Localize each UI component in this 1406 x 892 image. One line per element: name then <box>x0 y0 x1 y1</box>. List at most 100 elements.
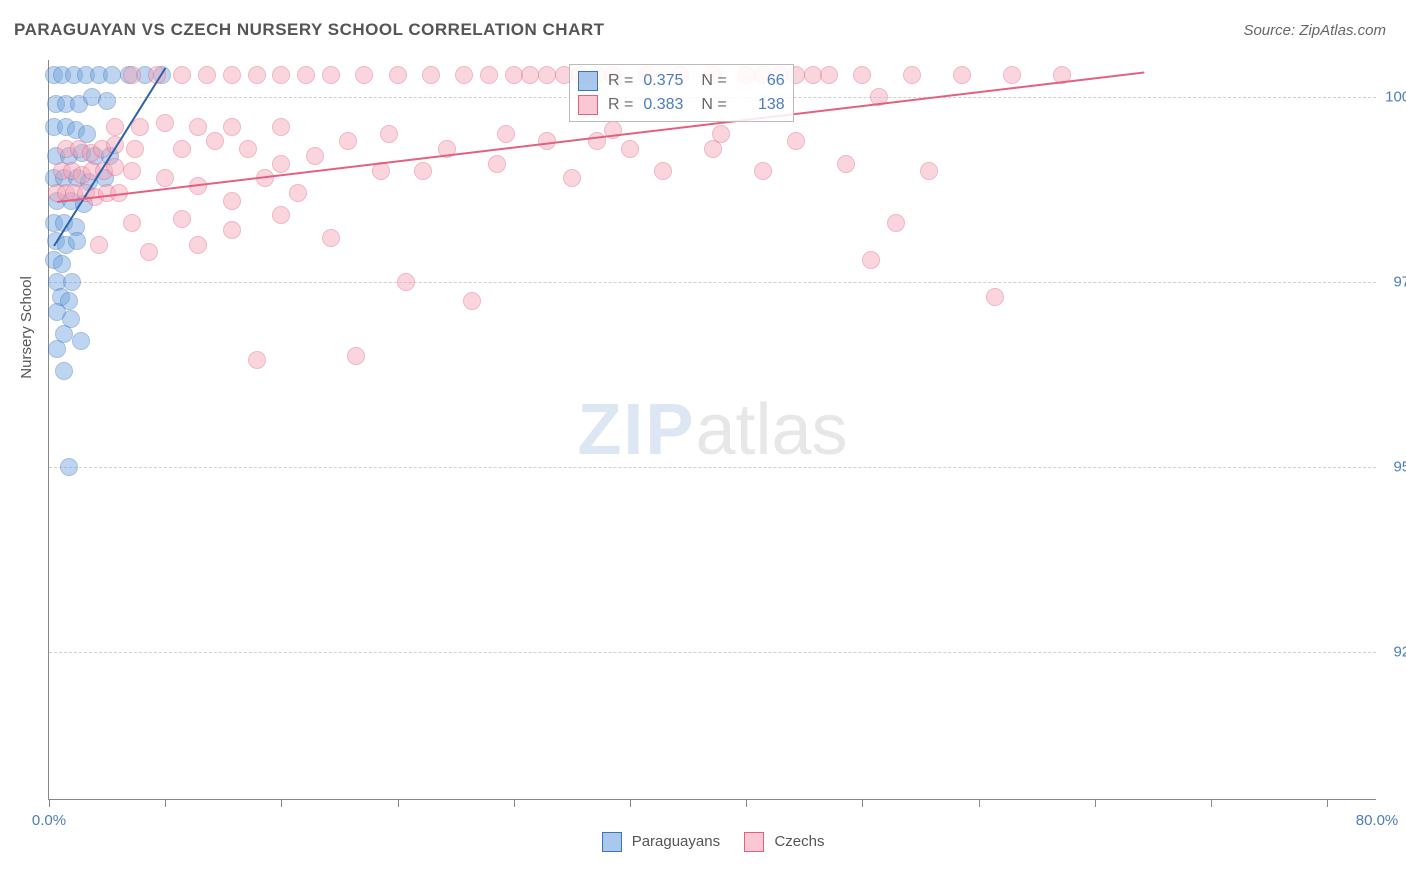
watermark: ZIPatlas <box>577 389 847 471</box>
stat-n-value: 66 <box>737 72 785 90</box>
data-point <box>712 125 730 143</box>
data-point <box>173 140 191 158</box>
stat-r-label: R = <box>608 96 633 114</box>
data-point <box>887 214 905 232</box>
data-point <box>272 118 290 136</box>
y-tick-label: 95.0% <box>1381 459 1406 476</box>
stat-r-value: 0.375 <box>643 72 691 90</box>
data-point <box>223 192 241 210</box>
x-tick <box>979 799 980 807</box>
data-point <box>920 162 938 180</box>
data-point <box>72 332 90 350</box>
data-point <box>60 458 78 476</box>
data-point <box>862 251 880 269</box>
data-point <box>289 184 307 202</box>
data-point <box>223 118 241 136</box>
stat-r-value: 0.383 <box>643 96 691 114</box>
data-point <box>106 158 124 176</box>
data-point <box>422 66 440 84</box>
x-tick <box>630 799 631 807</box>
data-point <box>804 66 822 84</box>
gridline <box>49 282 1376 283</box>
chart-container: PARAGUAYAN VS CZECH NURSERY SCHOOL CORRE… <box>0 0 1406 892</box>
source-label: Source: ZipAtlas.com <box>1243 22 1386 39</box>
data-point <box>106 118 124 136</box>
stats-box: R =0.375N =66R =0.383N =138 <box>569 64 794 122</box>
data-point <box>355 66 373 84</box>
data-point <box>272 155 290 173</box>
stat-n-label: N = <box>701 72 726 90</box>
legend-swatch-paraguayans <box>602 832 622 852</box>
x-tick <box>746 799 747 807</box>
legend: Paraguayans Czechs <box>0 832 1406 852</box>
y-tick-label: 97.5% <box>1381 274 1406 291</box>
data-point <box>654 162 672 180</box>
data-point <box>397 273 415 291</box>
data-point <box>48 340 66 358</box>
x-tick-label: 0.0% <box>32 812 66 829</box>
data-point <box>248 351 266 369</box>
y-tick-label: 92.5% <box>1381 644 1406 661</box>
stat-r-label: R = <box>608 72 633 90</box>
plot-area: ZIPatlas 92.5%95.0%97.5%100.0%0.0%80.0%R… <box>48 60 1376 800</box>
data-point <box>272 206 290 224</box>
data-point <box>322 229 340 247</box>
data-point <box>272 66 290 84</box>
watermark-part2: atlas <box>695 390 847 470</box>
data-point <box>55 362 73 380</box>
data-point <box>306 147 324 165</box>
data-point <box>347 347 365 365</box>
gridline <box>49 467 1376 468</box>
gridline <box>49 652 1376 653</box>
data-point <box>455 66 473 84</box>
x-tick <box>1327 799 1328 807</box>
x-tick <box>1211 799 1212 807</box>
data-point <box>339 132 357 150</box>
legend-label-czechs: Czechs <box>774 833 824 850</box>
legend-swatch-czechs <box>744 832 764 852</box>
x-tick-label: 80.0% <box>1356 812 1399 829</box>
data-point <box>1003 66 1021 84</box>
data-point <box>189 236 207 254</box>
data-point <box>820 66 838 84</box>
data-point <box>297 66 315 84</box>
data-point <box>206 132 224 150</box>
data-point <box>98 92 116 110</box>
data-point <box>497 125 515 143</box>
data-point <box>63 273 81 291</box>
data-point <box>68 232 86 250</box>
data-point <box>223 66 241 84</box>
x-tick <box>281 799 282 807</box>
data-point <box>126 140 144 158</box>
data-point <box>953 66 971 84</box>
data-point <box>156 169 174 187</box>
data-point <box>198 66 216 84</box>
y-tick-label: 100.0% <box>1381 89 1406 106</box>
stats-row: R = 0.375 N = 66 <box>578 69 785 93</box>
watermark-part1: ZIP <box>577 390 695 470</box>
data-point <box>239 140 257 158</box>
x-tick <box>165 799 166 807</box>
data-point <box>156 114 174 132</box>
data-point <box>787 132 805 150</box>
y-axis-label: Nursery School <box>18 276 35 379</box>
data-point <box>248 66 266 84</box>
data-point <box>140 243 158 261</box>
x-tick <box>514 799 515 807</box>
x-tick <box>49 799 50 807</box>
data-point <box>538 66 556 84</box>
x-tick <box>1095 799 1096 807</box>
data-point <box>380 125 398 143</box>
data-point <box>563 169 581 187</box>
stats-row: R =0.383N =138 <box>578 93 785 117</box>
x-tick <box>398 799 399 807</box>
data-point <box>189 118 207 136</box>
stat-n-value: 138 <box>737 96 785 114</box>
data-point <box>90 236 108 254</box>
data-point <box>754 162 772 180</box>
data-point <box>480 66 498 84</box>
data-point <box>986 288 1004 306</box>
data-point <box>103 66 121 84</box>
data-point <box>223 221 241 239</box>
data-point <box>837 155 855 173</box>
